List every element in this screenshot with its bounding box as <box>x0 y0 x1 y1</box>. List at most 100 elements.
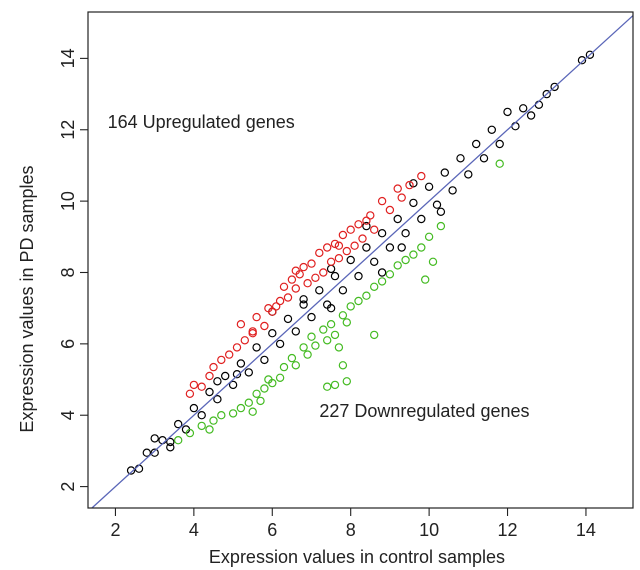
data-point <box>197 421 206 431</box>
data-point <box>142 448 151 457</box>
y-tick-label: 14 <box>58 48 78 68</box>
data-point <box>370 257 379 266</box>
data-point <box>393 261 402 270</box>
data-point <box>323 243 332 252</box>
data-point <box>307 332 316 341</box>
data-point <box>334 254 344 263</box>
data-point <box>511 121 520 131</box>
x-tick-label: 2 <box>110 520 120 540</box>
data-point <box>185 428 195 438</box>
data-point <box>417 243 426 252</box>
x-axis-label: Expression values in control samples <box>209 547 505 567</box>
data-points <box>126 50 595 475</box>
data-point <box>311 341 320 350</box>
data-point <box>362 221 371 231</box>
data-point <box>236 403 246 413</box>
data-point <box>244 368 253 377</box>
data-point <box>260 355 269 365</box>
data-point <box>424 182 434 191</box>
data-point <box>217 355 226 365</box>
x-tick-label: 14 <box>576 520 596 540</box>
data-point <box>291 266 300 275</box>
data-point <box>311 273 320 282</box>
data-point <box>315 248 324 258</box>
data-point <box>397 193 406 202</box>
x-tick-label: 4 <box>189 520 199 540</box>
data-point <box>326 264 336 274</box>
plot-frame <box>87 11 634 509</box>
data-point <box>173 419 183 429</box>
data-point <box>323 382 332 391</box>
data-point <box>409 179 418 188</box>
y-axis-label: Expression values in PD samples <box>17 165 37 432</box>
data-point <box>385 243 395 252</box>
data-point <box>393 214 402 224</box>
data-point <box>370 225 379 234</box>
data-point <box>236 359 246 368</box>
data-point <box>232 343 242 352</box>
x-tick-label: 8 <box>346 520 356 540</box>
data-point <box>197 411 206 420</box>
data-point <box>346 225 355 234</box>
data-point <box>150 448 159 457</box>
data-point <box>421 275 430 284</box>
data-point <box>350 241 359 250</box>
data-point <box>585 50 595 60</box>
data-point <box>577 56 587 65</box>
data-point <box>213 377 222 386</box>
data-point <box>338 361 348 370</box>
data-point <box>166 443 175 452</box>
data-point <box>260 321 269 331</box>
data-point <box>252 312 261 322</box>
data-point <box>134 464 144 473</box>
x-tick-label: 12 <box>498 520 518 540</box>
data-point <box>330 271 340 281</box>
x-tick-label: 10 <box>419 520 439 540</box>
data-point <box>495 139 504 149</box>
data-point <box>370 330 379 340</box>
data-point <box>173 436 183 445</box>
data-point <box>342 246 351 256</box>
data-point <box>338 230 348 240</box>
data-point <box>362 243 371 252</box>
data-point <box>330 380 340 390</box>
data-point <box>283 314 293 324</box>
data-point <box>377 228 387 238</box>
data-point <box>224 350 234 359</box>
data-point <box>299 300 308 309</box>
data-point <box>542 89 551 99</box>
data-point <box>479 154 489 163</box>
data-point <box>291 361 300 370</box>
data-point <box>307 312 316 322</box>
data-point <box>377 268 387 277</box>
data-point <box>268 307 277 316</box>
data-point <box>256 396 265 406</box>
data-point <box>166 437 175 447</box>
data-point <box>401 228 410 238</box>
data-point <box>236 320 246 329</box>
data-point <box>334 343 344 352</box>
data-point <box>346 255 355 265</box>
data-point <box>456 154 465 163</box>
data-point <box>220 371 230 381</box>
data-point <box>354 220 363 229</box>
data-point <box>405 180 414 190</box>
data-point <box>362 216 371 225</box>
data-point <box>334 241 344 250</box>
data-point <box>385 205 395 215</box>
data-point <box>260 384 269 393</box>
data-point <box>209 362 218 372</box>
x-axis-ticks: 2 4 6 8 10 12 14 <box>110 508 596 540</box>
data-point <box>126 466 136 475</box>
upregulated-annotation: 164 Upregulated genes <box>108 112 295 132</box>
data-point <box>362 291 371 300</box>
data-point <box>303 350 312 359</box>
data-point <box>495 159 504 168</box>
data-point <box>268 378 277 388</box>
y-tick-label: 4 <box>58 410 78 420</box>
data-point <box>326 304 336 313</box>
data-point <box>275 373 285 382</box>
data-point <box>291 327 300 336</box>
data-point <box>197 382 206 391</box>
data-point <box>272 302 281 311</box>
